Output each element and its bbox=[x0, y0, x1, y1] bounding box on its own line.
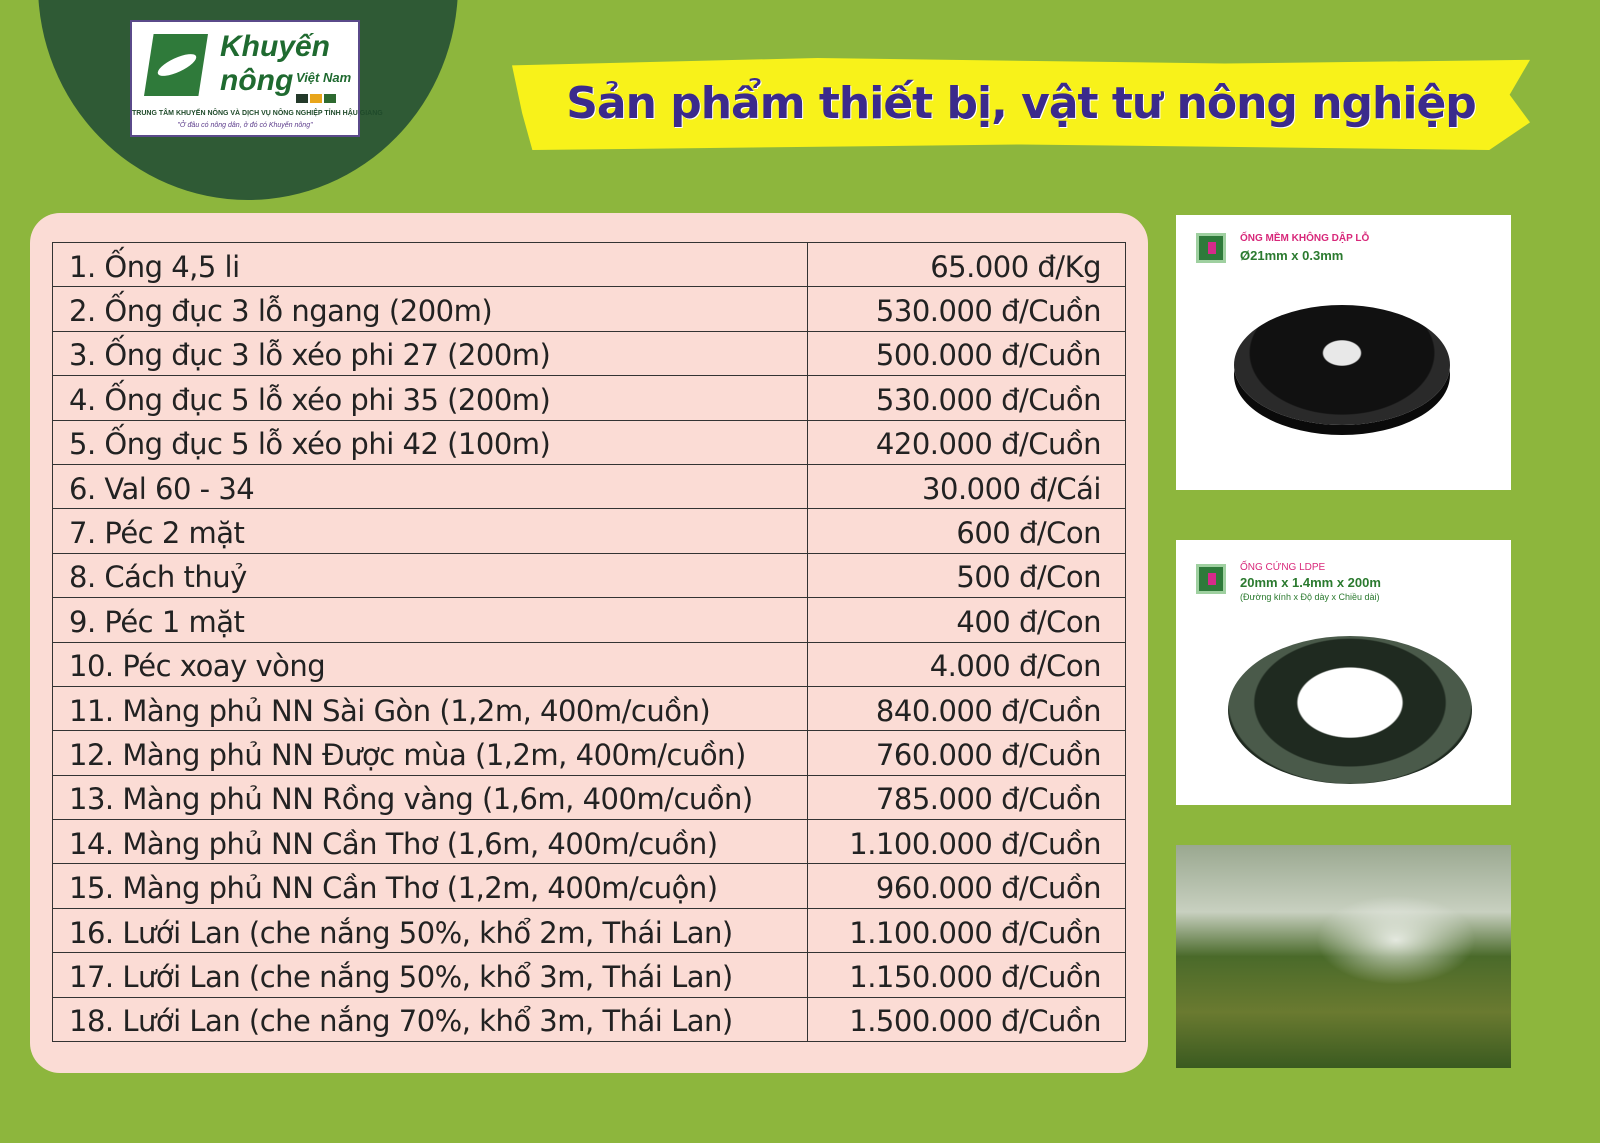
item-name: 8. Cách thuỷ bbox=[52, 552, 808, 599]
price-table: 1. Ống 4,5 li 65.000 đ/Kg 2. Ống đục 3 lỗ … bbox=[52, 241, 1126, 1043]
table-row: 10. Péc xoay vòng 4.000 đ/Con bbox=[52, 641, 1126, 687]
item-price: 500 đ/Con bbox=[807, 552, 1126, 599]
item-name: 9. Péc 1 mặt bbox=[52, 597, 808, 643]
logo-org: TRUNG TÂM KHUYẾN NÔNG VÀ DỊCH VỤ NÔNG NG… bbox=[132, 110, 383, 117]
item-price: 600 đ/Con bbox=[807, 508, 1126, 554]
leaf-icon bbox=[144, 34, 208, 96]
brand-logo-icon bbox=[1196, 233, 1226, 263]
table-row: 13. Màng phủ NN Rồng vàng (1,6m, 400m/cu… bbox=[52, 774, 1126, 821]
item-name: 18. Lưới Lan (che nắng 70%, khổ 3m, Thái… bbox=[52, 996, 808, 1043]
logo-slogan: "Ở đâu có nông dân, ở đó có Khuyến nông" bbox=[177, 122, 313, 129]
item-price: 960.000 đ/Cuồn bbox=[807, 863, 1126, 909]
logo-square bbox=[324, 94, 336, 103]
table-row: 1. Ống 4,5 li 65.000 đ/Kg bbox=[52, 241, 1126, 288]
brand-logo-icon bbox=[1196, 564, 1226, 594]
item-price: 1.150.000 đ/Cuồn bbox=[807, 952, 1126, 998]
table-row: 9. Péc 1 mặt 400 đ/Con bbox=[52, 597, 1126, 643]
product-spec: Ø21mm x 0.3mm bbox=[1240, 248, 1344, 263]
item-price: 760.000 đ/Cuồn bbox=[807, 730, 1126, 776]
item-name: 15. Màng phủ NN Cần Thơ (1,2m, 400m/cuộn… bbox=[52, 863, 808, 909]
item-price: 530.000 đ/Cuồn bbox=[807, 286, 1126, 332]
table-row: 16. Lưới Lan (che nắng 50%, khổ 2m, Thái… bbox=[52, 907, 1126, 954]
item-name: 14. Màng phủ NN Cần Thơ (1,6m, 400m/cuồn… bbox=[52, 819, 808, 865]
item-name: 6. Val 60 - 34 bbox=[52, 463, 808, 510]
product-note: (Đường kính x Độ dày x Chiều dài) bbox=[1240, 592, 1380, 602]
item-name: 5. Ống đục 5 lỗ xéo phi 42 (100m) bbox=[52, 419, 808, 465]
item-name: 11. Màng phủ NN Sài Gòn (1,2m, 400m/cuồn… bbox=[52, 685, 808, 732]
page-title: Sản phẩm thiết bị, vật tư nông nghiệp bbox=[566, 78, 1477, 129]
item-price: 840.000 đ/Cuồn bbox=[807, 685, 1126, 732]
pipe-coil-icon bbox=[1228, 636, 1472, 784]
table-row: 17. Lưới Lan (che nắng 50%, khổ 3m, Thái… bbox=[52, 952, 1126, 998]
logo-square bbox=[296, 94, 308, 103]
item-name: 12. Màng phủ NN Được mùa (1,2m, 400m/cuồ… bbox=[52, 730, 808, 776]
sprinkler-spray bbox=[1316, 895, 1476, 985]
item-price: 785.000 đ/Cuồn bbox=[807, 774, 1126, 821]
table-row: 12. Màng phủ NN Được mùa (1,2m, 400m/cuồ… bbox=[52, 730, 1126, 776]
table-row: 7. Péc 2 mặt 600 đ/Con bbox=[52, 508, 1126, 554]
logo-text-2: nông bbox=[220, 64, 294, 97]
item-price: 1.100.000 đ/Cuồn bbox=[807, 907, 1126, 954]
item-name: 10. Péc xoay vòng bbox=[52, 641, 808, 687]
table-row: 2. Ống đục 3 lỗ ngang (200m) 530.000 đ/Cu… bbox=[52, 286, 1126, 332]
item-price: 4.000 đ/Con bbox=[807, 641, 1126, 687]
table-row: 3. Ống đục 3 lỗ xéo phi 27 (200m) 500.000… bbox=[52, 330, 1126, 377]
logo: Khuyến nông Việt Nam TRUNG TÂM KHUYẾN NÔ… bbox=[130, 20, 383, 137]
table-row: 5. Ống đục 5 lỗ xéo phi 42 (100m) 420.000… bbox=[52, 419, 1126, 465]
item-price: 530.000 đ/Cuồn bbox=[807, 375, 1126, 421]
item-price: 500.000 đ/Cuồn bbox=[807, 330, 1126, 377]
item-name: 1. Ống 4,5 li bbox=[52, 241, 808, 288]
item-price: 65.000 đ/Kg bbox=[807, 241, 1126, 288]
table-row: 6. Val 60 - 34 30.000 đ/Cái bbox=[52, 463, 1126, 510]
product-image-soft-pipe: ỐNG MỀM KHÔNG DẬP LỖ Ø21mm x 0.3mm bbox=[1176, 215, 1511, 490]
table-row: 8. Cách thuỷ 500 đ/Con bbox=[52, 552, 1126, 599]
item-name: 4. Ống đục 5 lỗ xéo phi 35 (200m) bbox=[52, 375, 808, 421]
table-row: 18. Lưới Lan (che nắng 70%, khổ 3m, Thái… bbox=[52, 996, 1126, 1043]
item-name: 2. Ống đục 3 lỗ ngang (200m) bbox=[52, 286, 808, 332]
logo-square bbox=[310, 94, 322, 103]
item-price: 30.000 đ/Cái bbox=[807, 463, 1126, 510]
logo-text-1: Khuyến bbox=[220, 30, 331, 63]
item-price: 1.500.000 đ/Cuồn bbox=[807, 996, 1126, 1043]
sprinkler-photo bbox=[1176, 845, 1511, 1068]
item-name: 13. Màng phủ NN Rồng vàng (1,6m, 400m/cu… bbox=[52, 774, 808, 821]
item-name: 3. Ống đục 3 lỗ xéo phi 27 (200m) bbox=[52, 330, 808, 377]
item-price: 400 đ/Con bbox=[807, 597, 1126, 643]
product-label: ỐNG MỀM KHÔNG DẬP LỖ bbox=[1240, 233, 1370, 244]
table-row: 14. Màng phủ NN Cần Thơ (1,6m, 400m/cuồn… bbox=[52, 819, 1126, 865]
product-image-ldpe-pipe: ỐNG CỨNG LDPE 20mm x 1.4mm x 200m (Đường… bbox=[1176, 540, 1511, 805]
title-band bbox=[512, 58, 1530, 150]
table-row: 11. Màng phủ NN Sài Gòn (1,2m, 400m/cuồn… bbox=[52, 685, 1126, 732]
product-label: ỐNG CỨNG LDPE bbox=[1240, 562, 1326, 573]
item-name: 7. Péc 2 mặt bbox=[52, 508, 808, 554]
product-spec: 20mm x 1.4mm x 200m bbox=[1240, 575, 1381, 590]
table-row: 15. Màng phủ NN Cần Thơ (1,2m, 400m/cuộn… bbox=[52, 863, 1126, 909]
item-name: 17. Lưới Lan (che nắng 50%, khổ 3m, Thái… bbox=[52, 952, 808, 998]
item-price: 420.000 đ/Cuồn bbox=[807, 419, 1126, 465]
table-row: 4. Ống đục 5 lỗ xéo phi 35 (200m) 530.000… bbox=[52, 375, 1126, 421]
pipe-coil-icon bbox=[1234, 305, 1450, 425]
item-price: 1.100.000 đ/Cuồn bbox=[807, 819, 1126, 865]
item-name: 16. Lưới Lan (che nắng 50%, khổ 2m, Thái… bbox=[52, 907, 808, 954]
logo-country: Việt Nam bbox=[296, 70, 352, 85]
